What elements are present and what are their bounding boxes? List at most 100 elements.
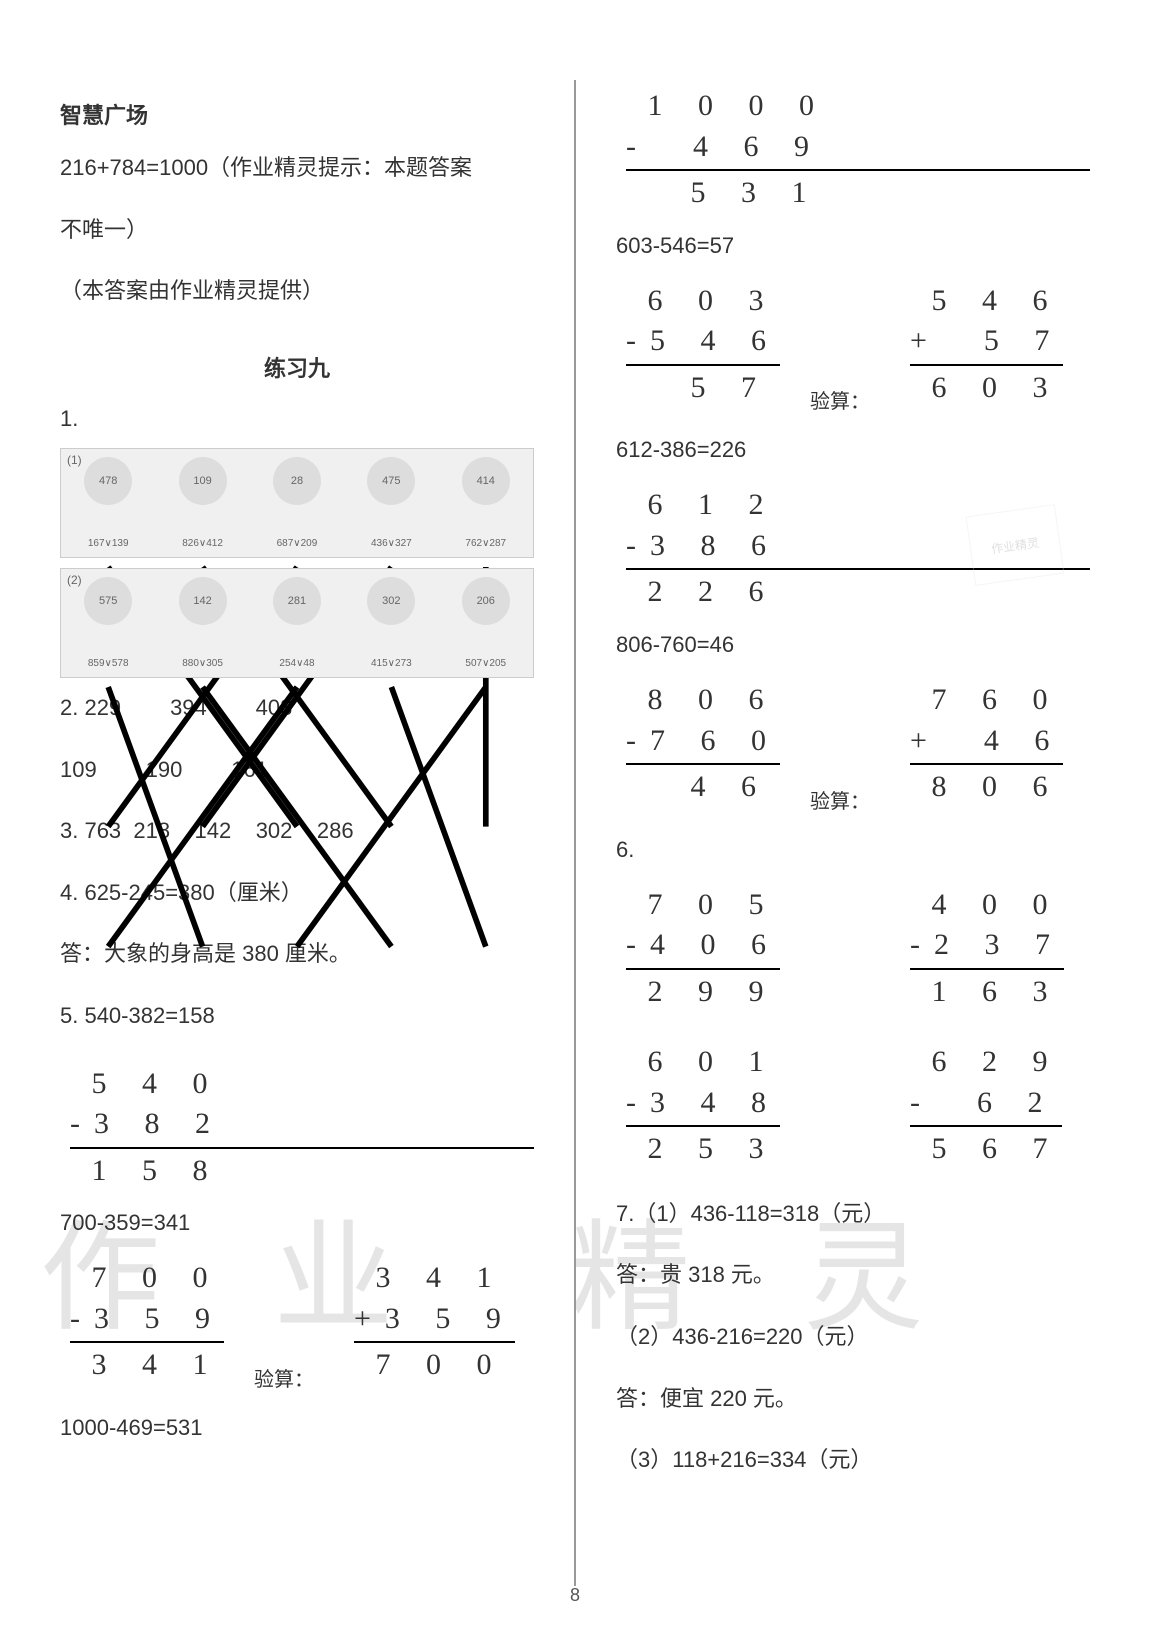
calc-row: -2 3 7 — [910, 925, 1064, 966]
vertical-calc-6a: 7 0 5 -4 0 6 2 9 9 — [626, 885, 780, 1013]
vertical-calc-700a: 7 0 0 -3 5 9 3 4 1 — [70, 1258, 224, 1386]
vertical-calc-1000: 1 0 0 0 - 4 6 9 5 3 1 — [626, 86, 1090, 214]
verify-label: 验算： — [254, 1363, 314, 1392]
flower: 475 — [367, 457, 415, 505]
matching-exercise-1: (1) 478 109 28 475 414 167∨139 826∨412 6… — [60, 448, 534, 558]
question-2: 2. 229 394 403 — [60, 688, 534, 728]
eq-700: 700-359=341 — [60, 1205, 534, 1240]
section-title-1: 智慧广场 — [60, 98, 534, 130]
vertical-calc-6c: 6 0 1 -3 4 8 2 5 3 — [626, 1042, 780, 1170]
flower: 302 — [367, 577, 415, 625]
matching-exercise-2: (2) 575 142 281 302 206 859∨578 880∨305 … — [60, 568, 534, 678]
leaf: 859∨578 — [78, 658, 138, 669]
note: （本答案由作业精灵提供） — [60, 271, 534, 311]
vertical-calc-806b: 7 6 0 + 4 6 8 0 6 — [910, 680, 1063, 808]
question-1: 1. — [60, 401, 534, 436]
leaf-row-1: 167∨139 826∨412 687∨209 436∨327 762∨287 — [61, 538, 533, 549]
right-column: 1 0 0 0 - 4 6 9 5 3 1 603-546=57 6 0 3 -… — [616, 80, 1090, 1586]
calc-row: -5 4 6 — [626, 321, 780, 362]
calc-row: 2 5 3 — [626, 1125, 780, 1170]
flower: 109 — [179, 457, 227, 505]
equation-1: 216+784=1000（作业精灵提示：本题答案 — [60, 148, 534, 188]
calc-row: 7 0 0 — [70, 1258, 224, 1299]
calc-row: 1 5 8 — [70, 1147, 534, 1192]
verify-label: 验算： — [810, 385, 870, 414]
calc-row: + 4 6 — [910, 721, 1063, 762]
calc-row: -3 4 8 — [626, 1083, 780, 1124]
calc-row: 6 0 3 — [910, 364, 1063, 409]
leaf: 826∨412 — [173, 538, 233, 549]
eq-1000: 1000-469=531 — [60, 1410, 534, 1445]
question-7b: （2）436-216=220（元） — [616, 1317, 1090, 1357]
calc-row: -4 0 6 — [626, 925, 780, 966]
calc-row: 7 6 0 — [910, 680, 1063, 721]
question-4: 4. 625-245=380（厘米） — [60, 873, 534, 913]
calc-row: 2 9 9 — [626, 968, 780, 1013]
page-container: 智慧广场 216+784=1000（作业精灵提示：本题答案 不唯一） （本答案由… — [60, 80, 1090, 1586]
leaf: 687∨209 — [267, 538, 327, 549]
calc-row: 7 0 5 — [626, 885, 780, 926]
calc-row: +3 5 9 — [354, 1299, 515, 1340]
calc-row: 4 6 — [626, 763, 780, 808]
flower: 142 — [179, 577, 227, 625]
flower: 281 — [273, 577, 321, 625]
leaf: 507∨205 — [456, 658, 516, 669]
question-5: 5. 540-382=158 — [60, 996, 534, 1036]
question-2b: 109 190 161 — [60, 750, 534, 790]
flower: 206 — [462, 577, 510, 625]
calc-row: 8 0 6 — [910, 763, 1063, 808]
question-3: 3. 763 218 142 302 286 — [60, 811, 534, 851]
calc-row: 6 0 3 — [626, 281, 780, 322]
calc-pair-6-row2: 6 0 1 -3 4 8 2 5 3 6 2 9 - 6 2 5 6 7 — [616, 1036, 1090, 1184]
eq-806: 806-760=46 — [616, 627, 1090, 662]
calc-pair-603: 6 0 3 -5 4 6 5 7 验算： 5 4 6 + 5 7 6 0 3 — [616, 275, 1090, 423]
calc-row: 6 0 1 — [626, 1042, 780, 1083]
leaf-row-2: 859∨578 880∨305 254∨48 415∨273 507∨205 — [61, 658, 533, 669]
vertical-calc-603b: 5 4 6 + 5 7 6 0 3 — [910, 281, 1063, 409]
calc-row: - 4 6 9 — [626, 127, 1090, 168]
vertical-calc-540: 5 4 0 -3 8 2 1 5 8 — [70, 1064, 534, 1192]
leaf: 254∨48 — [267, 658, 327, 669]
calc-row: 7 0 0 — [354, 1341, 515, 1386]
flower-row-2: 575 142 281 302 206 — [61, 577, 533, 625]
leaf: 880∨305 — [173, 658, 233, 669]
section-title-2: 练习九 — [60, 351, 534, 383]
vertical-calc-603a: 6 0 3 -5 4 6 5 7 — [626, 281, 780, 409]
calc-row: 5 4 0 — [70, 1064, 534, 1105]
equation-1b: 不唯一） — [60, 210, 534, 250]
calc-row: 4 0 0 — [910, 885, 1064, 926]
calc-row: 6 2 9 — [910, 1042, 1062, 1083]
calc-row: 3 4 1 — [70, 1341, 224, 1386]
eq-603: 603-546=57 — [616, 228, 1090, 263]
vertical-calc-806a: 8 0 6 -7 6 0 4 6 — [626, 680, 780, 808]
page-number: 8 — [570, 1585, 580, 1606]
calc-row: - 6 2 — [910, 1083, 1062, 1124]
vertical-calc-6b: 4 0 0 -2 3 7 1 6 3 — [910, 885, 1064, 1013]
calc-row: + 5 7 — [910, 321, 1063, 362]
stamp-watermark: 作业精灵 — [966, 504, 1065, 586]
calc-row: 5 4 6 — [910, 281, 1063, 322]
flower-row-1: 478 109 28 475 414 — [61, 457, 533, 505]
left-column: 智慧广场 216+784=1000（作业精灵提示：本题答案 不唯一） （本答案由… — [60, 80, 534, 1586]
vertical-calc-700b: 3 4 1 +3 5 9 7 0 0 — [354, 1258, 515, 1386]
question-7a: 7.（1）436-118=318（元） — [616, 1194, 1090, 1234]
calc-row: 3 4 1 — [354, 1258, 515, 1299]
calc-row: -3 8 2 — [70, 1104, 534, 1145]
calc-pair-700: 7 0 0 -3 5 9 3 4 1 验算： 3 4 1 +3 5 9 7 0 … — [60, 1252, 534, 1400]
question-6: 6. — [616, 832, 1090, 867]
calc-pair-6-row1: 7 0 5 -4 0 6 2 9 9 4 0 0 -2 3 7 1 6 3 — [616, 879, 1090, 1027]
question-7c: （3）118+216=334（元） — [616, 1440, 1090, 1480]
calc-row: 5 3 1 — [626, 169, 1090, 214]
flower: 28 — [273, 457, 321, 505]
question-4-answer: 答：大象的身高是 380 厘米。 — [60, 934, 534, 974]
calc-row: 5 7 — [626, 364, 780, 409]
flower: 414 — [462, 457, 510, 505]
calc-pair-806: 8 0 6 -7 6 0 4 6 验算： 7 6 0 + 4 6 8 0 6 — [616, 674, 1090, 822]
leaf: 167∨139 — [78, 538, 138, 549]
question-7a-answer: 答：贵 318 元。 — [616, 1255, 1090, 1295]
verify-label: 验算： — [810, 785, 870, 814]
calc-row: 8 0 6 — [626, 680, 780, 721]
leaf: 415∨273 — [361, 658, 421, 669]
flower: 478 — [84, 457, 132, 505]
calc-row: 1 0 0 0 — [626, 86, 1090, 127]
